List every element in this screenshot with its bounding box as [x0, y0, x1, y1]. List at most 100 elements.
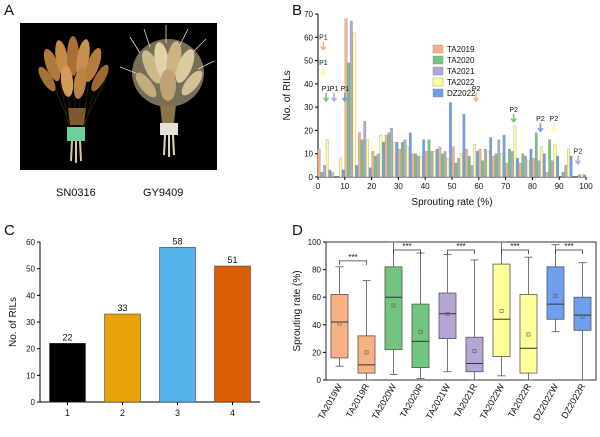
category-bar: [104, 313, 141, 403]
legend-label: TA2021: [447, 67, 475, 76]
gy9409-spike-bundle: [119, 25, 215, 157]
histogram-bar: [513, 125, 517, 178]
histogram-bar: [537, 160, 541, 178]
y-axis-title: Sprouting rate (%): [292, 270, 303, 351]
box: [438, 292, 457, 340]
significance-bracket: [339, 260, 367, 265]
legend-swatch: [432, 66, 444, 76]
bar-value-label: 22: [62, 332, 72, 342]
x-tick-label: TA2020R: [398, 382, 426, 420]
x-axis-title: Sprouting rate (%): [411, 197, 492, 208]
y-tick-label: 30: [304, 103, 313, 112]
box: [357, 335, 376, 374]
x-tick-label: TA2020W: [370, 382, 399, 422]
histogram-bar: [317, 148, 321, 178]
histogram-bar: [392, 141, 396, 178]
histogram-bar: [462, 113, 466, 178]
histogram-bar: [376, 153, 380, 178]
annotation-arrow: [510, 113, 517, 124]
histogram-bar: [553, 144, 557, 178]
y-tick-label: 20: [312, 348, 321, 357]
annotation-label: P2: [550, 116, 559, 123]
histogram-bar: [441, 153, 444, 178]
sn0316-spike-bundle: [38, 36, 109, 163]
annotation-label: P1: [319, 60, 328, 67]
histogram-bar: [516, 158, 519, 178]
y-tick-label: 60: [26, 238, 35, 247]
histogram-bar: [465, 148, 468, 178]
histogram-bar: [580, 174, 584, 178]
photo-label-sn0316: SN0316: [56, 187, 96, 199]
annotation-arrow: [341, 92, 348, 103]
x-tick-label: TA2019W: [316, 382, 345, 422]
histogram-bar: [433, 151, 436, 178]
mean-marker: [337, 321, 342, 326]
annotation-arrow: [574, 155, 582, 165]
histogram-bar: [459, 153, 463, 178]
mean-marker: [499, 309, 504, 313]
box: [519, 294, 538, 374]
annotation-arrow: [330, 92, 338, 103]
histogram-bar: [545, 172, 549, 178]
mean-marker: [553, 293, 558, 298]
x-tick-label: 90: [555, 182, 564, 191]
significance-label: ***: [564, 242, 573, 251]
bar-value-label: 58: [172, 236, 182, 246]
histogram-bar: [390, 127, 393, 178]
histogram-bar: [323, 165, 326, 178]
histogram-bar: [411, 153, 415, 178]
category-bar: [214, 265, 251, 403]
x-tick-label: 30: [394, 182, 403, 191]
histogram-bar: [363, 120, 367, 178]
y-tick-label: 0: [31, 398, 36, 407]
histogram-bar: [484, 148, 487, 178]
histogram-bar: [492, 155, 495, 178]
histogram-bar: [368, 167, 372, 178]
mean-marker: [472, 349, 477, 353]
histogram-bar: [500, 153, 503, 178]
y-tick-label: 80: [312, 266, 321, 275]
annotation-arrow: [473, 92, 480, 103]
annotation-arrow: [550, 123, 557, 133]
significance-label: ***: [456, 242, 465, 251]
histogram-bar: [451, 146, 455, 178]
x-tick-label: 40: [421, 182, 430, 191]
histogram-bar: [425, 151, 428, 178]
y-tick-label: 50: [26, 265, 35, 274]
y-axis-title: No. of RILs: [282, 70, 293, 120]
histogram-bar: [400, 141, 404, 178]
histogram-bar: [502, 134, 506, 178]
bar-value-label: 51: [227, 255, 237, 265]
histogram-bar: [518, 162, 522, 178]
histogram-bar: [577, 174, 581, 178]
x-tick-label: TA2022R: [506, 382, 534, 420]
x-tick-label: 3: [175, 408, 180, 418]
histogram-bar: [569, 155, 573, 178]
panel-letter-b: B: [292, 2, 303, 19]
histogram-bar: [371, 151, 375, 178]
legend-swatch: [432, 55, 444, 65]
annotation-arrow: [320, 41, 327, 51]
histogram-bar: [408, 132, 412, 178]
wheat-spikes-photo: [20, 23, 217, 170]
box: [465, 336, 484, 373]
annotation-arrow: [320, 67, 327, 77]
histogram-bar: [360, 139, 364, 178]
histogram-bar: [325, 139, 329, 178]
histogram-bar: [339, 158, 342, 178]
y-tick-label: 40: [312, 321, 321, 330]
significance-bracket: [555, 249, 583, 254]
x-tick-label: 4: [230, 408, 235, 418]
y-tick-label: 0: [317, 376, 322, 385]
histogram-bar: [427, 139, 431, 178]
x-tick-label: 1: [65, 408, 70, 418]
histogram-bar: [403, 139, 407, 178]
x-tick-label: 2: [120, 408, 125, 418]
significance-bracket: [447, 249, 475, 254]
histogram-bar: [331, 172, 334, 178]
histogram-bar: [551, 160, 554, 178]
annotation-arrow: [537, 123, 544, 133]
annotation-label: P1: [330, 86, 339, 93]
histogram-bar: [526, 160, 530, 178]
histogram-bar: [521, 153, 525, 178]
